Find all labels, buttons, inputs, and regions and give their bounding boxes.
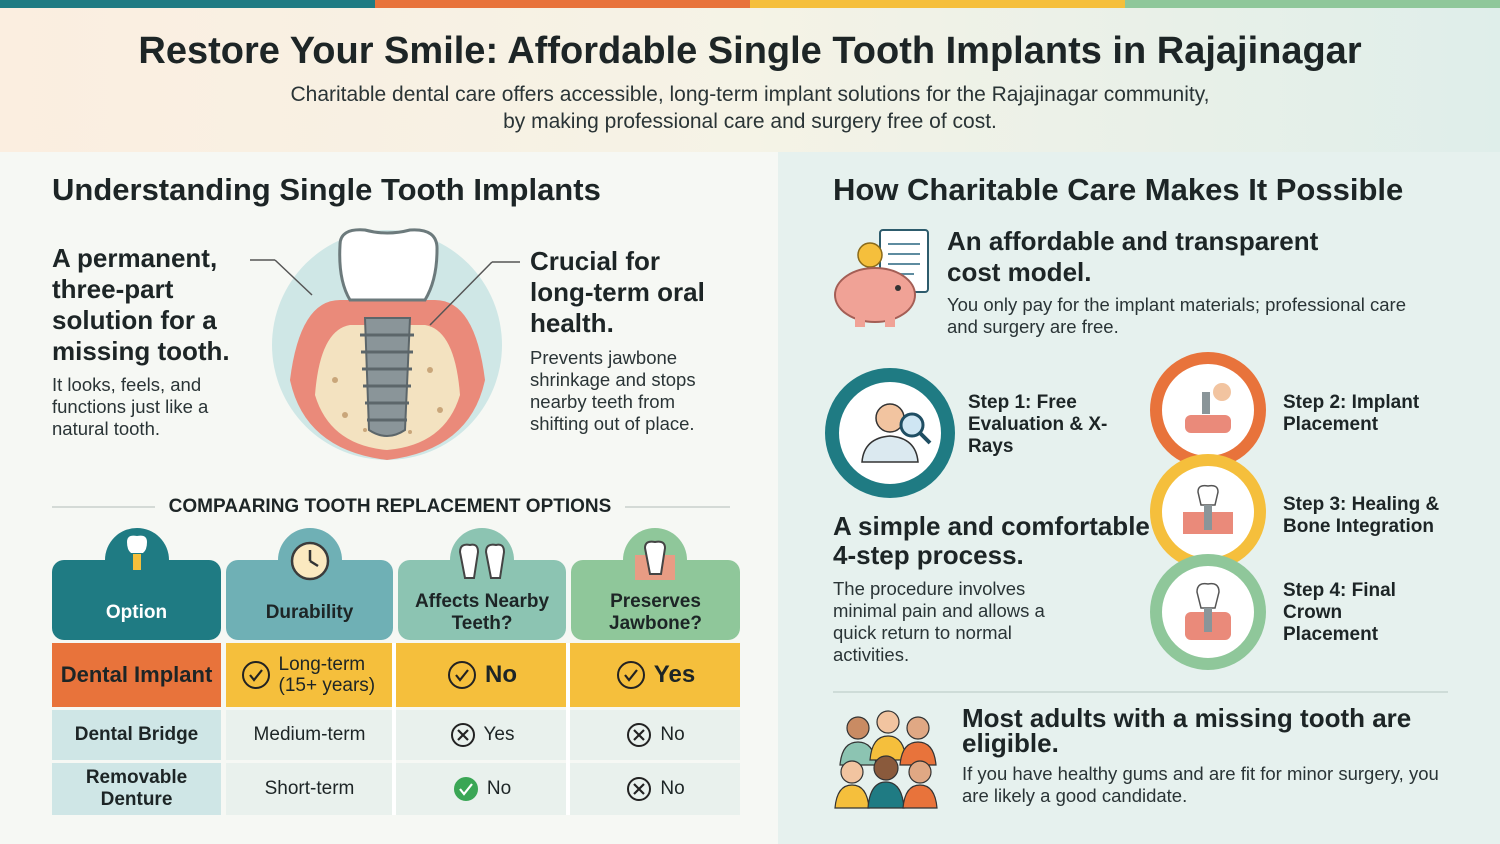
step-label: Step 2: Implant Placement: [1283, 392, 1420, 435]
comparison-title: COMPAARING TOOTH REPLACEMENT OPTIONS: [168, 496, 612, 517]
intro-title: A permanent, three-part solution for a m…: [52, 243, 230, 366]
intro-text: It looks, feels, and functions just like…: [52, 374, 209, 439]
no-icon: [450, 723, 475, 747]
table-cell-text: Yes: [653, 661, 696, 688]
step-label: Step 4: Final Crown Placement: [1283, 580, 1396, 645]
benefit-text: Prevents jawbone shrinkage and stops nea…: [530, 347, 696, 434]
table-cell: Yes: [571, 643, 740, 707]
table-cell: No: [398, 763, 566, 815]
eligibility-title: Most adults with a missing tooth are eli…: [962, 703, 1412, 758]
column-header-text: Durability: [265, 601, 354, 623]
benefit-title: Crucial for long-term oral health.: [530, 246, 705, 338]
table-cell-text: Medium-term: [253, 724, 366, 745]
column-header-text: Affects Nearby Teeth?: [414, 590, 550, 634]
table-cell: Short-term: [226, 763, 393, 815]
row-header-text: Dental Bridge: [74, 724, 199, 745]
row-header-text: Dental Implant: [60, 662, 213, 687]
column-header-text: Option: [105, 601, 168, 623]
ok-green-icon: [453, 777, 478, 801]
cost-text: You only pay for the implant materials; …: [947, 294, 1406, 337]
subtitle-line: Charitable dental care offers accessible…: [290, 83, 1210, 106]
table-cell-text: No: [485, 661, 517, 688]
ok-icon: [241, 661, 270, 689]
column-header-text: Preserves Jawbone?: [609, 590, 702, 634]
cost-title: An affordable and transparent cost model…: [947, 226, 1319, 287]
section-heading: How Charitable Care Makes It Possible: [833, 172, 1404, 207]
column-header: Durability: [226, 585, 393, 640]
ok-icon: [448, 661, 476, 689]
step-label: Step 1: Free Evaluation & X-Rays: [968, 392, 1108, 457]
table-cell-text: Long-term (15+ years): [278, 654, 376, 696]
table-cell-text: No: [660, 778, 685, 799]
table-cell-text: Short-term: [264, 778, 355, 799]
column-header: Affects Nearby Teeth?: [398, 585, 566, 640]
column-header: Option: [52, 585, 221, 640]
table-cell: No: [398, 643, 566, 707]
row-header: Dental Bridge: [52, 710, 221, 760]
subtitle-line: by making professional care and surgery …: [503, 110, 997, 133]
title: Restore Your Smile: Affordable Single To…: [138, 30, 1362, 72]
section-heading: Understanding Single Tooth Implants: [52, 172, 601, 207]
eligibility-text: If you have healthy gums and are fit for…: [962, 763, 1439, 806]
table-cell-text: No: [486, 778, 512, 799]
table-cell: No: [571, 763, 740, 815]
no-icon: [627, 777, 652, 801]
table-cell-text: Yes: [483, 724, 515, 745]
row-header: Dental Implant: [52, 643, 221, 707]
process-text: The procedure involves minimal pain and …: [833, 578, 1045, 665]
table-cell-text: No: [660, 724, 685, 745]
row-header-text: Removable Denture: [85, 767, 188, 810]
table-cell: Yes: [398, 710, 566, 760]
column-header: Preserves Jawbone?: [571, 585, 740, 640]
process-title: A simple and comfortable 4-step process.: [833, 511, 1150, 570]
table-cell: No: [571, 710, 740, 760]
row-header: Removable Denture: [52, 763, 221, 815]
ok-icon: [616, 661, 645, 689]
table-cell: Long-term (15+ years): [226, 643, 393, 707]
no-icon: [627, 723, 652, 747]
table-cell: Medium-term: [226, 710, 393, 760]
step-label: Step 3: Healing & Bone Integration: [1283, 494, 1440, 537]
